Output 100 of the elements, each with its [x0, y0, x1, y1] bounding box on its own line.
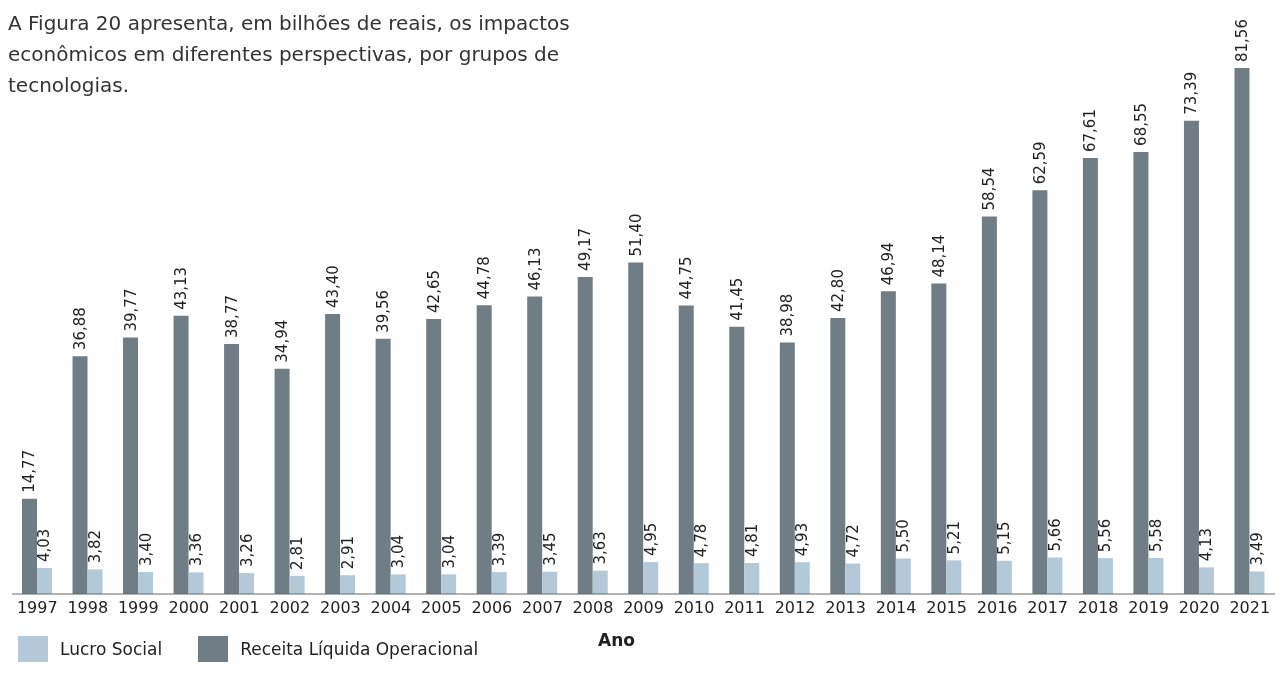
bar: [577, 276, 593, 594]
data-label: 34,94: [273, 319, 292, 363]
x-tick-label: 2009: [623, 598, 664, 618]
data-label: 4,03: [35, 528, 54, 563]
bar: [138, 572, 154, 594]
data-label: 48,14: [929, 234, 948, 278]
bar: [1047, 557, 1063, 594]
data-label: 4,13: [1197, 527, 1216, 562]
x-tick-label: 2005: [421, 598, 462, 618]
data-label: 36,88: [71, 307, 90, 351]
bar: [744, 562, 760, 594]
data-label: 58,54: [980, 167, 999, 211]
bar: [1082, 157, 1098, 594]
bar: [643, 562, 659, 594]
data-label: 38,98: [778, 293, 797, 337]
bar: [173, 315, 189, 594]
data-label: 5,58: [1146, 518, 1165, 553]
bar: [37, 568, 52, 594]
bar: [1032, 190, 1048, 594]
data-label: 68,55: [1131, 102, 1150, 146]
x-tick-label: 1998: [67, 598, 109, 618]
data-label: 46,13: [525, 247, 544, 291]
bar: [1183, 120, 1199, 594]
data-label: 42,65: [424, 269, 443, 313]
data-label: 62,59: [1030, 141, 1049, 185]
data-label: 67,61: [1081, 109, 1100, 152]
x-tick-label: 2000: [168, 598, 210, 618]
bar: [72, 356, 88, 594]
x-tick-label: 2021: [1229, 598, 1271, 618]
bar: [390, 574, 406, 594]
data-label: 38,77: [222, 295, 241, 338]
data-label: 73,39: [1182, 71, 1201, 115]
bar: [491, 572, 507, 594]
data-label: 46,94: [879, 242, 898, 286]
x-tick-label: 2006: [471, 598, 513, 618]
bar: [981, 216, 997, 594]
bar: [476, 305, 492, 594]
bar: [239, 572, 255, 594]
bar: [592, 570, 608, 594]
bar: [426, 318, 442, 594]
x-tick-label: 2004: [370, 598, 412, 618]
bar: [441, 574, 457, 594]
legend-label: Receita Líquida Operacional: [240, 639, 479, 659]
x-tick-label: 1999: [117, 598, 159, 618]
data-label: 3,04: [389, 534, 408, 569]
data-label: 3,49: [1247, 532, 1266, 566]
bar: [289, 575, 305, 594]
data-label: 5,66: [1045, 518, 1064, 552]
data-label: 4,78: [692, 523, 711, 558]
data-label: 81,56: [1232, 19, 1251, 62]
x-tick-label: 2014: [875, 598, 917, 618]
x-tick-label: 2015: [926, 598, 967, 618]
data-label: 43,40: [323, 265, 342, 309]
data-label: 3,04: [439, 534, 458, 569]
x-tick-label: 2003: [320, 598, 361, 618]
data-label: 41,45: [727, 277, 746, 321]
data-label: 39,56: [374, 289, 393, 333]
bar: [1198, 567, 1214, 594]
bar: [1133, 151, 1149, 594]
bar: [628, 262, 644, 594]
data-label: 49,17: [576, 227, 595, 271]
x-tick-label: 2012: [774, 598, 816, 618]
bar: [830, 317, 846, 594]
data-label: 4,81: [742, 523, 761, 557]
data-label: 5,15: [995, 521, 1014, 555]
bar: [325, 314, 341, 594]
bar: [845, 563, 861, 594]
bar: [693, 563, 709, 594]
bar: [527, 296, 543, 594]
bar: [340, 575, 356, 594]
bar: [123, 337, 139, 594]
bar: [794, 562, 810, 594]
x-tick-label: 2019: [1128, 598, 1170, 618]
data-label: 3,40: [136, 532, 155, 567]
x-tick-label: 2018: [1077, 598, 1119, 618]
data-label: 4,72: [843, 524, 862, 558]
bar: [996, 560, 1012, 594]
bar: [946, 560, 962, 594]
data-label: 3,45: [540, 532, 559, 566]
data-label: 42,80: [828, 269, 847, 312]
data-label: 3,63: [591, 531, 610, 565]
data-label: 2,81: [288, 536, 307, 570]
bar: [729, 326, 745, 594]
data-label: 44,75: [677, 256, 696, 300]
x-tick-label: 2007: [522, 598, 563, 618]
data-label: 3,36: [187, 532, 206, 567]
data-label: 51,40: [626, 213, 645, 257]
bar: [678, 305, 694, 594]
bar: [1234, 68, 1250, 594]
bar: [1148, 558, 1164, 594]
data-label: 5,21: [944, 520, 963, 555]
data-label: 5,50: [894, 519, 913, 553]
data-label: 4,93: [793, 522, 812, 557]
x-tick-label: 2002: [269, 598, 311, 618]
bar: [931, 283, 947, 594]
data-label: 3,26: [237, 533, 256, 567]
x-tick-label: 2020: [1178, 598, 1220, 618]
x-tick-label: 2010: [673, 598, 715, 618]
bar: [188, 572, 204, 594]
bar: [779, 342, 795, 594]
